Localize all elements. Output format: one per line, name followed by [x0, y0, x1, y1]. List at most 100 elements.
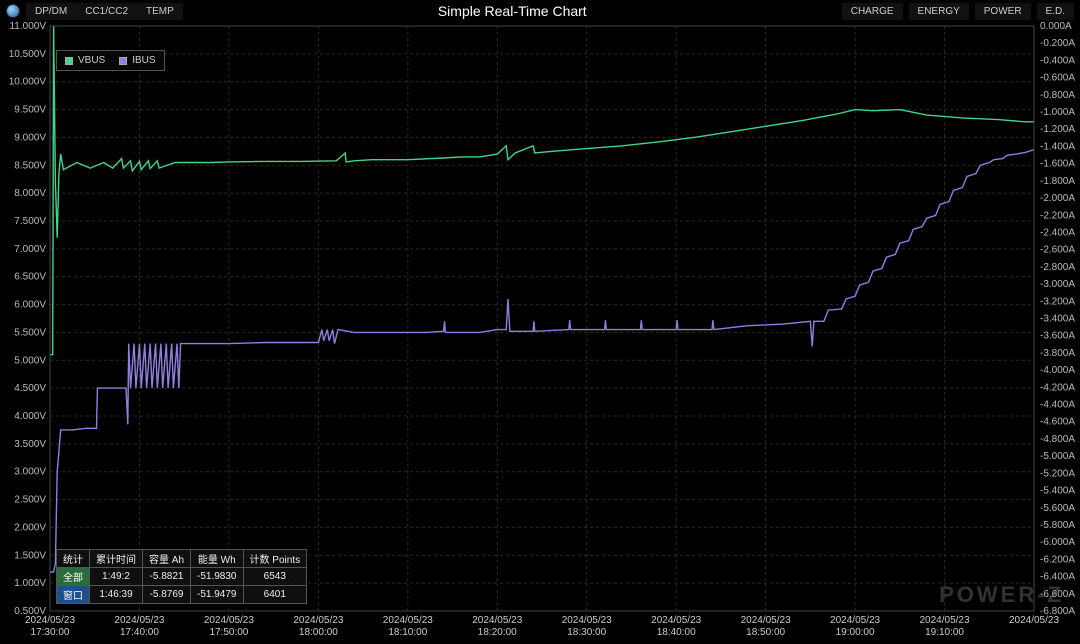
stats-cell: -51.9479 [191, 586, 243, 604]
svg-text:-5.600A: -5.600A [1040, 503, 1075, 514]
svg-text:-3.800A: -3.800A [1040, 348, 1075, 359]
stats-header: 计数 Points [243, 550, 307, 568]
svg-text:-6.200A: -6.200A [1040, 554, 1075, 565]
svg-text:1.500V: 1.500V [14, 550, 46, 561]
svg-text:3.500V: 3.500V [14, 439, 46, 450]
stats-row-label: 全部 [57, 568, 90, 586]
tab-charge[interactable]: CHARGE [842, 3, 903, 20]
stats-cell: 1:46:39 [90, 586, 143, 604]
svg-text:-0.400A: -0.400A [1040, 55, 1075, 66]
stats-cell: -5.8821 [143, 568, 191, 586]
svg-text:-2.600A: -2.600A [1040, 245, 1075, 256]
svg-text:-5.400A: -5.400A [1040, 486, 1075, 497]
svg-text:5.500V: 5.500V [14, 327, 46, 338]
svg-text:-0.600A: -0.600A [1040, 73, 1075, 84]
svg-text:4.000V: 4.000V [14, 411, 46, 422]
stats-cell: -5.8769 [143, 586, 191, 604]
svg-text:7.000V: 7.000V [14, 244, 46, 255]
svg-text:18:40:00: 18:40:00 [657, 627, 696, 638]
stats-row-label: 窗口 [57, 586, 90, 604]
svg-text:8.000V: 8.000V [14, 188, 46, 199]
svg-text:7.500V: 7.500V [14, 216, 46, 227]
svg-text:2024/05/23: 2024/05/23 [1009, 615, 1059, 626]
svg-text:2024/05/23: 2024/05/23 [920, 615, 970, 626]
tab-temp[interactable]: TEMP [137, 3, 183, 20]
stats-table: 统计累计时间容量 Ah能量 Wh计数 Points全部1:49:2-5.8821… [56, 549, 307, 604]
svg-text:18:00:00: 18:00:00 [299, 627, 338, 638]
svg-text:19:10:00: 19:10:00 [925, 627, 964, 638]
svg-text:2.000V: 2.000V [14, 522, 46, 533]
tab-cc1-cc2[interactable]: CC1/CC2 [76, 3, 137, 20]
svg-text:2024/05/23: 2024/05/23 [651, 615, 701, 626]
svg-text:-3.400A: -3.400A [1040, 314, 1075, 325]
svg-text:10.500V: 10.500V [9, 49, 47, 60]
stats-cell: 6543 [243, 568, 307, 586]
svg-text:-1.800A: -1.800A [1040, 176, 1075, 187]
stats-cell: -51.9830 [191, 568, 243, 586]
svg-text:11.000V: 11.000V [9, 22, 46, 32]
svg-text:9.500V: 9.500V [14, 105, 46, 116]
stats-header: 统计 [57, 550, 90, 568]
series-vbus [50, 26, 1034, 355]
svg-text:-0.200A: -0.200A [1040, 38, 1075, 49]
svg-text:2.500V: 2.500V [14, 495, 46, 506]
svg-text:-1.400A: -1.400A [1040, 141, 1075, 152]
svg-text:-2.200A: -2.200A [1040, 210, 1075, 221]
tab-dp-dm[interactable]: DP/DM [26, 3, 76, 20]
tab-e-d-[interactable]: E.D. [1037, 3, 1074, 20]
legend-item-ibus[interactable]: IBUS [119, 55, 155, 66]
svg-text:-1.200A: -1.200A [1040, 124, 1075, 135]
svg-text:9.000V: 9.000V [14, 132, 46, 143]
svg-text:10.000V: 10.000V [9, 77, 47, 88]
stats-header: 累计时间 [90, 550, 143, 568]
chart-legend: VBUS IBUS [56, 50, 165, 71]
stats-row: 全部1:49:2-5.8821-51.98306543 [57, 568, 307, 586]
stats-row: 窗口1:46:39-5.8769-51.94796401 [57, 586, 307, 604]
legend-swatch [119, 57, 127, 65]
tab-energy[interactable]: ENERGY [909, 3, 969, 20]
series-ibus [50, 150, 1034, 572]
chart-title: Simple Real-Time Chart [438, 3, 587, 19]
svg-text:-4.400A: -4.400A [1040, 400, 1075, 411]
svg-text:2024/05/23: 2024/05/23 [25, 615, 75, 626]
svg-text:17:40:00: 17:40:00 [120, 627, 159, 638]
app-logo-icon [6, 4, 20, 18]
svg-text:-0.800A: -0.800A [1040, 90, 1075, 101]
svg-text:-1.600A: -1.600A [1040, 159, 1075, 170]
svg-text:-1.000A: -1.000A [1040, 107, 1075, 118]
legend-label: VBUS [78, 55, 105, 66]
stats-header: 能量 Wh [191, 550, 243, 568]
svg-text:-6.000A: -6.000A [1040, 537, 1075, 548]
svg-text:-3.000A: -3.000A [1040, 279, 1075, 290]
svg-text:-5.800A: -5.800A [1040, 520, 1075, 531]
svg-text:-3.200A: -3.200A [1040, 296, 1075, 307]
stats-cell: 1:49:2 [90, 568, 143, 586]
svg-text:2024/05/23: 2024/05/23 [114, 615, 164, 626]
svg-text:17:50:00: 17:50:00 [209, 627, 248, 638]
svg-text:6.000V: 6.000V [14, 300, 46, 311]
svg-text:2024/05/23: 2024/05/23 [830, 615, 880, 626]
svg-text:2024/05/23: 2024/05/23 [204, 615, 254, 626]
svg-text:-4.600A: -4.600A [1040, 417, 1075, 428]
svg-text:6.500V: 6.500V [14, 272, 46, 283]
svg-text:2024/05/23: 2024/05/23 [562, 615, 612, 626]
svg-text:-5.000A: -5.000A [1040, 451, 1075, 462]
svg-text:18:10:00: 18:10:00 [388, 627, 427, 638]
svg-text:2024/05/23: 2024/05/23 [293, 615, 343, 626]
svg-text:19:00:00: 19:00:00 [836, 627, 875, 638]
svg-text:-6.400A: -6.400A [1040, 572, 1075, 583]
svg-text:18:20:00: 18:20:00 [478, 627, 517, 638]
legend-label: IBUS [132, 55, 155, 66]
svg-text:4.500V: 4.500V [14, 383, 46, 394]
legend-item-vbus[interactable]: VBUS [65, 55, 105, 66]
svg-text:17:30:00: 17:30:00 [31, 627, 70, 638]
svg-text:5.000V: 5.000V [14, 355, 46, 366]
svg-text:-2.400A: -2.400A [1040, 227, 1075, 238]
tab-power[interactable]: POWER [975, 3, 1031, 20]
svg-text:2024/05/23: 2024/05/23 [383, 615, 433, 626]
svg-text:1.000V: 1.000V [14, 578, 46, 589]
top-toolbar: DP/DMCC1/CC2TEMP Simple Real-Time Chart … [0, 0, 1080, 22]
svg-text:-2.000A: -2.000A [1040, 193, 1075, 204]
svg-text:18:50:00: 18:50:00 [746, 627, 785, 638]
legend-swatch [65, 57, 73, 65]
